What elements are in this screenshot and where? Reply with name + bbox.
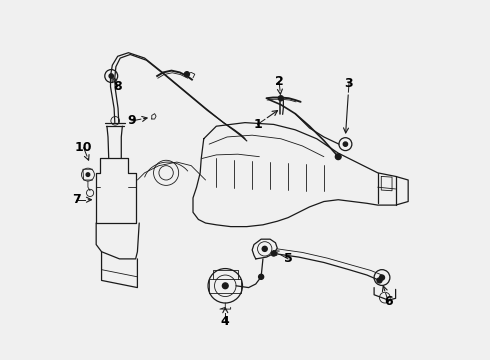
Text: 8: 8 (113, 80, 122, 93)
Circle shape (184, 72, 190, 77)
Text: 2: 2 (275, 75, 283, 88)
Circle shape (343, 142, 347, 146)
Circle shape (86, 173, 90, 176)
Text: 10: 10 (75, 141, 93, 154)
Circle shape (335, 154, 341, 159)
Circle shape (222, 283, 228, 289)
Circle shape (379, 275, 385, 280)
Text: 1: 1 (253, 118, 262, 131)
Text: 5: 5 (284, 252, 293, 265)
Circle shape (109, 74, 113, 78)
Text: 9: 9 (128, 114, 136, 127)
Circle shape (271, 251, 276, 256)
Text: 3: 3 (344, 77, 353, 90)
Circle shape (262, 246, 267, 251)
Text: 6: 6 (384, 296, 393, 309)
Text: 4: 4 (221, 315, 230, 328)
Circle shape (259, 274, 264, 279)
Circle shape (278, 96, 283, 101)
Text: 7: 7 (72, 193, 81, 206)
Circle shape (377, 278, 382, 283)
